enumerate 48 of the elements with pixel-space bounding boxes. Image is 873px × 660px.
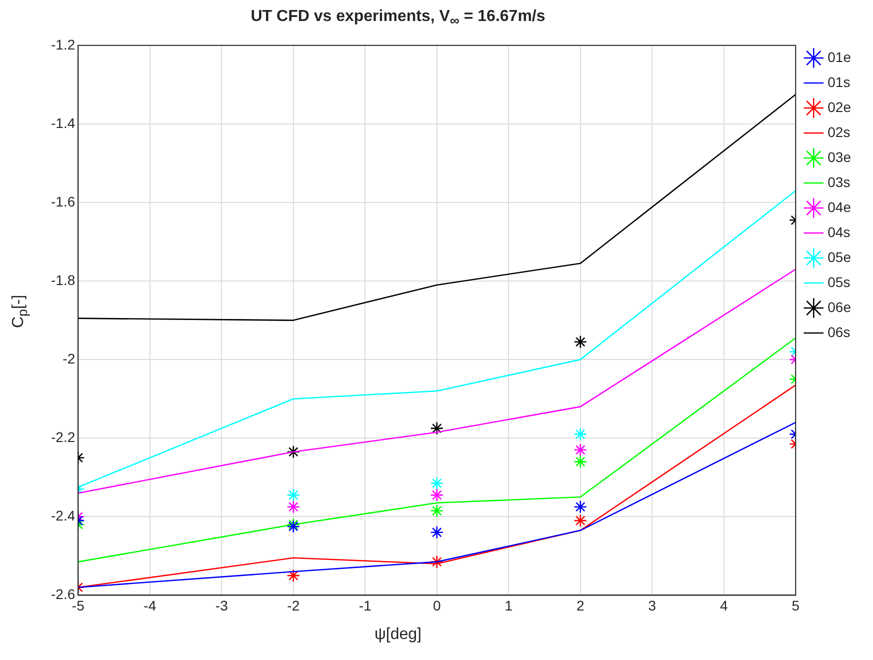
legend-label: 05e xyxy=(828,248,852,265)
x-tick-label: 2 xyxy=(576,597,584,614)
legend-label: 01s xyxy=(828,74,850,90)
point xyxy=(574,335,588,349)
y-tick-label: -2 xyxy=(62,350,76,366)
point xyxy=(574,443,588,457)
point xyxy=(574,514,588,528)
point xyxy=(430,488,444,502)
y-tick-label: -1.8 xyxy=(51,272,76,288)
x-tick-label: -3 xyxy=(215,597,228,614)
legend-label: 01e xyxy=(828,48,852,65)
x-axis-title: ψ[deg] xyxy=(374,626,422,644)
legend-label: 02s xyxy=(828,124,850,140)
point xyxy=(286,568,300,582)
y-tick-label: -2.6 xyxy=(51,586,76,602)
y-tick-label: -1.2 xyxy=(51,36,76,52)
point xyxy=(430,555,444,568)
x-tick-label: -2 xyxy=(287,597,300,614)
x-tick-label: 4 xyxy=(720,597,728,614)
x-tick-label: 0 xyxy=(432,597,441,614)
point xyxy=(430,422,444,435)
legend-label: 02e xyxy=(828,98,852,115)
x-tick-label: 5 xyxy=(792,597,800,614)
point xyxy=(286,500,300,514)
y-tick-label: -2.2 xyxy=(51,428,76,445)
legend-label: 04e xyxy=(828,198,852,215)
legend-label: 04s xyxy=(828,224,850,240)
x-tick-label: 3 xyxy=(648,597,656,614)
legend-label: 03s xyxy=(828,174,850,190)
legend-label: 06e xyxy=(828,298,852,315)
x-tick-label: -1 xyxy=(358,597,372,614)
y-tick-label: -1.4 xyxy=(51,114,76,131)
point xyxy=(430,526,444,540)
x-tick-label: -4 xyxy=(144,597,156,614)
y-tick-label: -2.4 xyxy=(51,508,76,524)
x-tick-label: 1 xyxy=(504,597,513,614)
y-tick-label: -1.6 xyxy=(51,193,76,210)
point xyxy=(574,455,588,468)
chart-title: UT CFD vs experiments, V$_{∞}$ = 16.67m/s xyxy=(250,8,546,28)
point xyxy=(574,500,588,514)
legend-label: 05s xyxy=(828,274,850,290)
legend-label: 06s xyxy=(828,324,850,340)
point xyxy=(430,504,444,518)
legend-label: 03e xyxy=(828,148,852,165)
point xyxy=(286,488,300,502)
point xyxy=(286,445,300,459)
point xyxy=(574,428,588,441)
point xyxy=(430,476,444,490)
